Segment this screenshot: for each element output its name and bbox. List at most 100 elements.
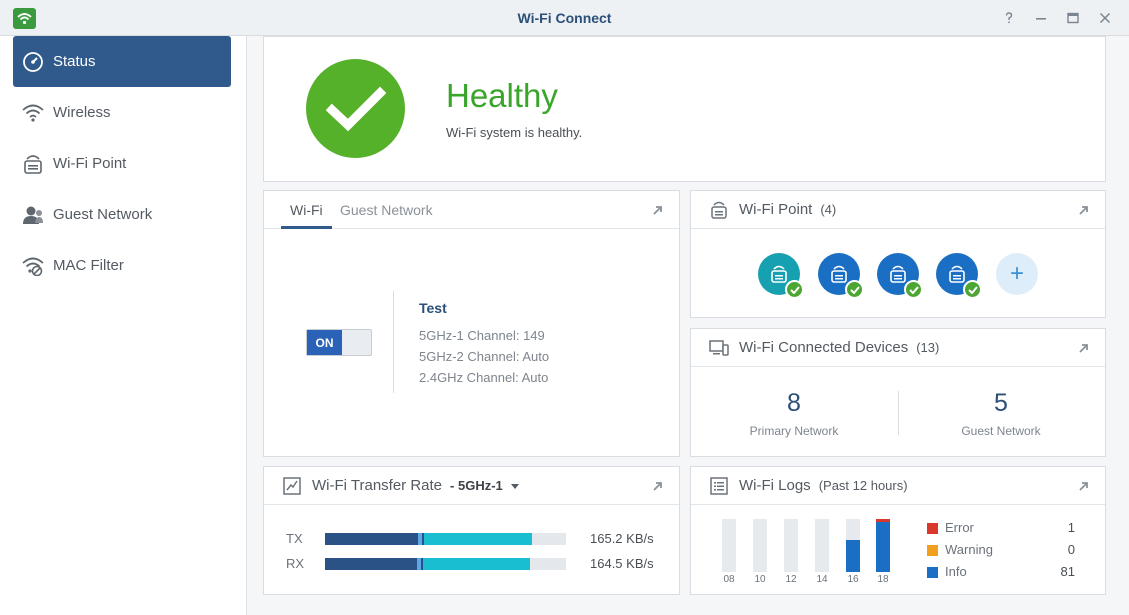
- logs-header: Wi-Fi Logs (Past 12 hours): [691, 467, 1105, 505]
- tx-bar: [325, 533, 566, 545]
- log-bar-info: [846, 540, 860, 572]
- log-bar: [784, 519, 798, 572]
- check-icon: [785, 280, 804, 299]
- log-bar-info: [876, 522, 890, 572]
- check-icon: [845, 280, 864, 299]
- wifi-point-node[interactable]: [877, 253, 923, 299]
- expand-icon[interactable]: [1077, 203, 1091, 217]
- sidebar: Status Wireless Wi-Fi Point Guest Networ…: [0, 36, 247, 615]
- sidebar-item-label: Guest Network: [53, 206, 153, 223]
- line-chart-icon: [282, 476, 302, 496]
- log-tick-label: 18: [877, 574, 889, 585]
- help-icon[interactable]: [1000, 9, 1018, 27]
- legend-label: Error: [945, 520, 974, 535]
- check-icon: [963, 280, 982, 299]
- network-name: Test: [419, 300, 447, 316]
- toggle-on-label: ON: [307, 330, 342, 355]
- channel-value: 149: [523, 328, 545, 343]
- guest-network-label: Guest Network: [961, 424, 1041, 438]
- router-icon: [21, 152, 45, 176]
- rx-value: 164.5 KB/s: [590, 556, 654, 571]
- card-title: Wi-Fi Transfer Rate: [312, 477, 443, 494]
- wifi-tabs: Wi-Fi Guest Network: [264, 191, 679, 229]
- devices-icon: [709, 338, 729, 358]
- expand-icon[interactable]: [1077, 479, 1091, 493]
- wifi-filter-icon: [21, 254, 45, 278]
- log-bar: [846, 519, 860, 572]
- bar-segment-fill: [424, 533, 532, 545]
- legend-label: Info: [945, 564, 967, 579]
- minimize-icon[interactable]: [1032, 9, 1050, 27]
- log-tick-label: 14: [816, 574, 828, 585]
- add-wifi-point-button[interactable]: +: [996, 253, 1038, 295]
- error-swatch: [927, 523, 938, 534]
- healthy-check-icon: [306, 59, 405, 158]
- expand-icon[interactable]: [1077, 341, 1091, 355]
- wifi-icon: [21, 101, 45, 125]
- channel-label: 5GHz-2 Channel:: [419, 349, 520, 364]
- transfer-header: Wi-Fi Transfer Rate - 5GHz-1: [264, 467, 679, 505]
- log-bar: [815, 519, 829, 572]
- legend-value: 0: [1067, 542, 1075, 557]
- tab-wifi[interactable]: Wi-Fi: [290, 202, 323, 218]
- sidebar-item-label: MAC Filter: [53, 257, 124, 274]
- sidebar-item-label: Wireless: [53, 104, 111, 121]
- channel-row: 5GHz-1 Channel: 149: [419, 328, 545, 343]
- expand-icon[interactable]: [651, 479, 665, 493]
- wifi-card: Wi-Fi Guest Network ON Test 5GHz-1 Chann…: [263, 190, 680, 457]
- bar-segment-dark: [325, 558, 417, 570]
- rx-label: RX: [286, 556, 305, 571]
- devices-count: (13): [916, 340, 940, 355]
- close-icon[interactable]: [1096, 9, 1114, 27]
- divider: [898, 391, 899, 435]
- router-icon: [890, 265, 906, 283]
- log-tick-label: 10: [754, 574, 766, 585]
- sidebar-item-guest-network[interactable]: Guest Network: [13, 189, 231, 240]
- bar-segment-mid: [417, 558, 421, 570]
- wifi-app-icon: [13, 8, 36, 29]
- transfer-rate-card: Wi-Fi Transfer Rate - 5GHz-1 TX 165.2 KB…: [263, 466, 680, 595]
- connected-devices-card: Wi-Fi Connected Devices (13) 8 Primary N…: [690, 328, 1106, 457]
- sidebar-item-wireless[interactable]: Wireless: [13, 87, 231, 138]
- wifi-point-node[interactable]: [758, 253, 804, 299]
- card-title: Wi-Fi Logs: [739, 477, 811, 494]
- band-select[interactable]: - 5GHz-1: [450, 478, 519, 493]
- sidebar-item-status[interactable]: Status: [13, 36, 231, 87]
- channel-value: Auto: [521, 370, 549, 385]
- channel-row: 5GHz-2 Channel: Auto: [419, 349, 549, 364]
- log-bar: [753, 519, 767, 572]
- warning-swatch: [927, 545, 938, 556]
- sidebar-item-mac-filter[interactable]: MAC Filter: [13, 240, 231, 291]
- divider: [393, 291, 394, 393]
- status-card: Healthy Wi-Fi system is healthy.: [263, 36, 1106, 182]
- gauge-icon: [21, 50, 45, 74]
- router-icon: [949, 265, 965, 283]
- status-message: Wi-Fi system is healthy.: [446, 125, 583, 140]
- list-icon: [709, 476, 729, 496]
- wifi-point-node[interactable]: [818, 253, 864, 299]
- log-tick-label: 16: [847, 574, 859, 585]
- active-tab-indicator: [281, 226, 332, 229]
- card-title: Wi-Fi Connected Devices: [739, 339, 909, 356]
- info-swatch: [927, 567, 938, 578]
- log-tick-label: 12: [785, 574, 797, 585]
- card-title: Wi-Fi Point: [739, 201, 813, 218]
- sidebar-item-wifi-point[interactable]: Wi-Fi Point: [13, 138, 231, 189]
- channel-label: 5GHz-1 Channel:: [419, 328, 520, 343]
- wifi-point-node[interactable]: [936, 253, 982, 299]
- chevron-down-icon: [510, 484, 519, 490]
- logs-subtitle: (Past 12 hours): [818, 478, 908, 493]
- status-title: Healthy: [446, 77, 558, 114]
- tab-guest-network[interactable]: Guest Network: [340, 202, 433, 218]
- expand-icon[interactable]: [651, 203, 665, 217]
- bar-segment-mid: [418, 533, 422, 545]
- bar-segment-dark: [421, 558, 423, 570]
- wifi-toggle[interactable]: ON: [306, 329, 372, 356]
- router-icon: [709, 200, 729, 220]
- log-bar-error: [876, 519, 890, 522]
- router-icon: [771, 265, 787, 283]
- log-bar: [876, 519, 890, 572]
- bar-segment-fill: [423, 558, 530, 570]
- guest-icon: [21, 203, 45, 227]
- maximize-icon[interactable]: [1064, 9, 1082, 27]
